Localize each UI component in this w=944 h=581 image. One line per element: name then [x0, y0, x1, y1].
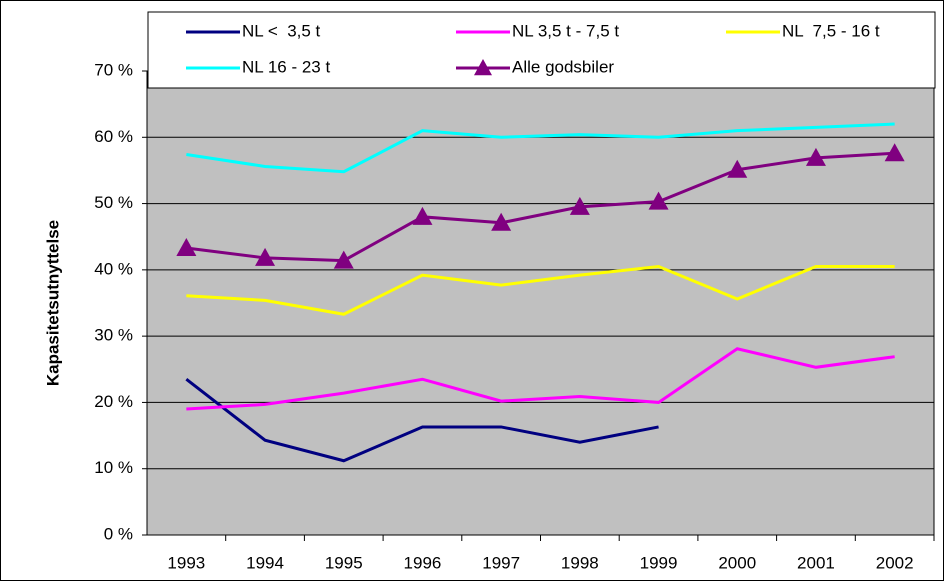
y-tick-label: 70 %: [94, 60, 133, 79]
y-tick-label: 60 %: [94, 127, 133, 146]
legend-box: [147, 11, 936, 89]
legend-label: NL 16 - 23 t: [242, 57, 330, 76]
y-tick-label: 30 %: [94, 326, 133, 345]
x-tick-label: 1997: [482, 553, 520, 572]
x-tick-label: 2002: [876, 553, 914, 572]
point-marker: [491, 212, 512, 231]
x-tick-label: 2000: [718, 553, 756, 572]
x-tick-label: 1995: [325, 553, 363, 572]
legend-marker: [474, 59, 492, 76]
x-tick-label: 1999: [640, 553, 678, 572]
x-tick-label: 2001: [797, 553, 835, 572]
legend-label: NL 3,5 t - 7,5 t: [512, 21, 619, 40]
plot-area: [146, 70, 935, 536]
legend-label: NL 7,5 - 16 t: [782, 21, 880, 40]
legend-label: Alle godsbiler: [512, 57, 614, 76]
point-marker: [727, 159, 748, 178]
point-marker: [648, 191, 669, 210]
series-line: [186, 347, 895, 411]
x-tick-label: 1996: [404, 553, 442, 572]
point-marker: [255, 247, 276, 266]
y-tick-label: 0 %: [104, 524, 133, 543]
y-tick-label: 10 %: [94, 458, 133, 477]
x-tick-label: 1993: [167, 553, 205, 572]
point-marker: [412, 206, 433, 225]
y-tick-label: 40 %: [94, 259, 133, 278]
point-marker: [569, 196, 590, 215]
point-marker: [333, 250, 354, 269]
point-marker: [176, 237, 197, 256]
y-tick-label: 50 %: [94, 193, 133, 212]
legend-label: NL < 3,5 t: [242, 21, 321, 40]
x-tick-label: 1998: [561, 553, 599, 572]
point-marker: [805, 147, 826, 166]
series-line: [186, 265, 895, 316]
series-line: [186, 151, 895, 263]
x-tick-label: 1994: [246, 553, 284, 572]
y-axis-label: Kapasitetsutnyttelse: [43, 220, 62, 386]
series-line: [186, 122, 895, 174]
point-marker: [884, 143, 905, 162]
series-line: [185, 378, 659, 463]
y-tick-label: 20 %: [94, 392, 133, 411]
